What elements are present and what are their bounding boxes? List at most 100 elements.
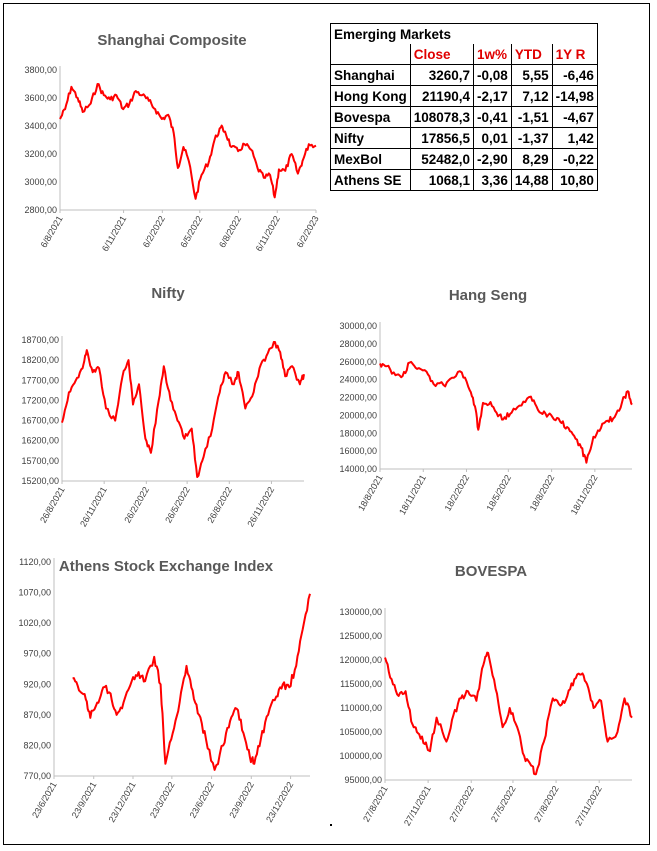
bovespa-x-tick-label: 27/8/2021 <box>361 784 390 824</box>
row-1w: 0,01 <box>473 127 512 149</box>
bovespa-x-tick-label: 27/8/2022 <box>532 784 561 824</box>
bovespa-y-tick-label: 105000,00 <box>339 727 382 737</box>
shanghai-y-tick-label: 3800,00 <box>24 65 57 75</box>
athens-title: Athens Stock Exchange Index <box>59 558 274 575</box>
nifty-y-tick-label: 15200,00 <box>21 476 59 486</box>
row-close: 17856,5 <box>409 127 475 149</box>
bovespa-y-tick-label: 115000,00 <box>340 679 382 689</box>
shanghai-series-line <box>59 83 317 200</box>
bovespa-series-line <box>384 651 633 776</box>
row-1y: -6,46 <box>551 64 598 86</box>
bovespa-title: BOVESPA <box>455 563 527 580</box>
athens-y-tick-label: 1020,00 <box>18 618 51 628</box>
table-row: Shanghai 3260,7 -0,08 5,55 -6,46 <box>330 64 598 86</box>
athens-y-tick-label: 970,00 <box>23 649 51 659</box>
hangseng-title: Hang Seng <box>449 287 527 304</box>
hangseng-series-line <box>379 360 633 464</box>
row-close: 108078,3 <box>409 106 475 128</box>
header-close: Close <box>409 44 475 65</box>
hangseng-y-tick-label: 16000,00 <box>339 446 377 456</box>
header-1y: 1Y R <box>551 44 598 65</box>
bovespa-y-tick-label: 120000,00 <box>339 655 382 665</box>
row-1y: -4,67 <box>551 106 598 128</box>
table-row: MexBol 52482,0 -2,90 8,29 -0,22 <box>330 148 598 170</box>
row-close: 1068,1 <box>409 169 475 191</box>
bovespa-y-tick-label: 95000,00 <box>344 775 382 785</box>
row-ytd: 7,12 <box>510 85 553 107</box>
nifty-y-tick-label: 15700,00 <box>21 456 59 466</box>
table-row: Athens SE 1068,1 3,36 14,88 10,80 <box>330 169 598 191</box>
athens-y-tick-label: 820,00 <box>23 740 51 750</box>
shanghai-y-tick-label: 2800,00 <box>24 205 57 215</box>
hangseng-y-tick-label: 20000,00 <box>339 410 377 420</box>
shanghai-y-tick-label: 3600,00 <box>24 93 57 103</box>
nifty-y-tick-label: 17700,00 <box>21 375 59 385</box>
emerging-markets-table: Emerging Markets Close 1w% YTD 1Y R Shan… <box>330 23 598 191</box>
athens-y-tick-label: 1120,00 <box>19 557 51 567</box>
row-1w: -0,08 <box>473 64 512 86</box>
row-1y: 10,80 <box>551 169 598 191</box>
row-name: Hong Kong <box>330 85 411 107</box>
row-ytd: 8,29 <box>510 148 553 170</box>
bovespa-x-tick-label: 27/2/2022 <box>447 784 476 824</box>
row-ytd: 5,55 <box>510 64 553 86</box>
page-frame <box>3 3 650 845</box>
bovespa-x-tick-label: 27/5/2022 <box>489 784 518 824</box>
row-1y: 1,42 <box>551 127 598 149</box>
athens-y-tick-label: 920,00 <box>23 679 51 689</box>
nifty-y-tick-label: 16200,00 <box>21 436 59 446</box>
table-row: Hong Kong 21190,4 -2,17 7,12 -14,98 <box>330 85 598 107</box>
bovespa-x-tick-label: 27/11/2021 <box>402 784 433 827</box>
row-1w: -0,41 <box>473 106 512 128</box>
row-close: 3260,7 <box>409 64 475 86</box>
nifty-y-tick-label: 18200,00 <box>21 355 59 365</box>
row-name: Shanghai <box>330 64 411 86</box>
athens-y-tick-label: 1070,00 <box>18 588 51 598</box>
bovespa-y-tick-label: 130000,00 <box>339 607 382 617</box>
stray-dot <box>330 824 332 826</box>
row-close: 21190,4 <box>409 85 475 107</box>
athens-series-line <box>72 593 311 771</box>
athens-y-tick-label: 870,00 <box>23 710 51 720</box>
hangseng-y-tick-label: 28000,00 <box>339 339 377 349</box>
row-name: Bovespa <box>330 106 411 128</box>
row-name: Athens SE <box>330 169 411 191</box>
hangseng-y-tick-label: 26000,00 <box>339 357 377 367</box>
nifty-y-tick-label: 16700,00 <box>21 416 59 426</box>
table-header-row: Close 1w% YTD 1Y R <box>330 44 598 65</box>
bovespa-y-tick-label: 100000,00 <box>339 751 382 761</box>
shanghai-y-tick-label: 3000,00 <box>24 177 57 187</box>
row-1w: -2,17 <box>473 85 512 107</box>
table-title: Emerging Markets <box>330 23 598 44</box>
nifty-y-tick-label: 17200,00 <box>21 395 59 405</box>
nifty-y-tick-label: 18700,00 <box>21 335 59 345</box>
athens-y-tick-label: 770,00 <box>23 771 51 781</box>
row-ytd: 14,88 <box>510 169 553 191</box>
header-1w: 1w% <box>473 44 512 65</box>
bovespa-y-tick-label: 110000,00 <box>340 703 382 713</box>
header-blank <box>330 44 411 65</box>
row-ytd: -1,37 <box>510 127 553 149</box>
bovespa-y-tick-label: 125000,00 <box>339 631 382 641</box>
row-1y: -0,22 <box>551 148 598 170</box>
hangseng-y-tick-label: 30000,00 <box>339 321 377 331</box>
shanghai-y-tick-label: 3400,00 <box>24 121 57 131</box>
row-close: 52482,0 <box>409 148 475 170</box>
row-ytd: -1,51 <box>510 106 553 128</box>
hangseng-y-tick-label: 22000,00 <box>339 393 377 403</box>
shanghai-title: Shanghai Composite <box>97 32 246 49</box>
table-title-row: Emerging Markets <box>330 23 598 44</box>
header-ytd: YTD <box>510 44 553 65</box>
row-name: MexBol <box>330 148 411 170</box>
nifty-title: Nifty <box>151 285 185 302</box>
hangseng-y-tick-label: 24000,00 <box>339 375 377 385</box>
table-row: Bovespa 108078,3 -0,41 -1,51 -4,67 <box>330 106 598 128</box>
row-1w: -2,90 <box>473 148 512 170</box>
shanghai-y-tick-label: 3200,00 <box>24 149 57 159</box>
